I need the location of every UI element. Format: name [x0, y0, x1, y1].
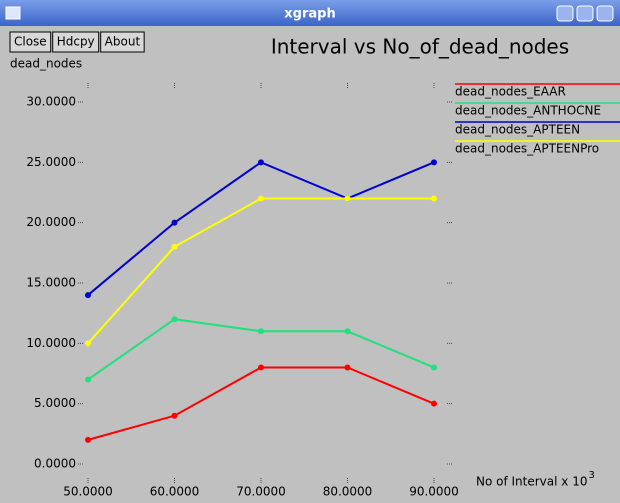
y-axis-label: dead_nodes: [10, 57, 82, 71]
data-point: [344, 364, 351, 371]
data-point: [258, 195, 264, 202]
close-window-button[interactable]: [596, 5, 614, 22]
y-tick-label: 25.0000: [26, 155, 76, 169]
data-point: [344, 195, 351, 202]
button-label[interactable]: Hdcpy: [57, 35, 95, 49]
data-point: [431, 159, 437, 166]
x-tick-label: 90.0000: [409, 485, 459, 499]
y-tick-label: 5.0000: [34, 396, 76, 410]
y-tick-label: 15.0000: [26, 276, 76, 290]
window-menu-icon[interactable]: [5, 6, 21, 20]
y-tick-label: 10.0000: [26, 336, 76, 350]
data-point: [431, 400, 437, 407]
x-tick-label: 80.0000: [323, 485, 373, 499]
title-bar: [0, 0, 620, 26]
y-tick-label: 20.0000: [26, 215, 76, 229]
x-tick-label: 70.0000: [236, 485, 286, 499]
x-tick-label: 50.0000: [63, 485, 113, 499]
legend-label: dead_nodes_ANTHOCNE: [455, 104, 601, 118]
chart-title: Interval vs No_of_dead_nodes: [271, 35, 569, 59]
data-point: [85, 376, 91, 383]
data-point: [171, 316, 178, 323]
legend-label: dead_nodes_EAAR: [455, 85, 566, 99]
data-point: [258, 159, 264, 166]
button[interactable]: [52, 31, 100, 53]
data-point: [85, 436, 91, 443]
y-tick-label: 0.0000: [34, 457, 76, 471]
x-axis-label-exponent: 3: [588, 470, 594, 481]
button-label[interactable]: Close: [14, 35, 47, 49]
x-tick-label: 60.0000: [150, 485, 200, 499]
button[interactable]: [100, 31, 145, 53]
window-title: xgraph: [284, 7, 335, 22]
data-point: [344, 328, 351, 335]
data-point: [258, 364, 264, 371]
x-axis-label: No of Interval x 10: [476, 475, 587, 489]
data-point: [431, 195, 437, 202]
data-point: [171, 219, 178, 226]
legend-label: dead_nodes_APTEEN: [455, 123, 580, 137]
maximize-button[interactable]: [576, 5, 594, 22]
data-point: [431, 364, 437, 371]
data-point: [85, 292, 91, 299]
button-label[interactable]: About: [105, 35, 141, 49]
data-point: [258, 328, 264, 335]
data-point: [171, 412, 178, 419]
data-point: [171, 243, 178, 250]
button[interactable]: [9, 31, 52, 53]
minimize-button[interactable]: [556, 5, 574, 22]
data-point: [85, 340, 91, 347]
y-tick-label: 30.0000: [26, 95, 76, 109]
legend-label: dead_nodes_APTEENPro: [455, 142, 599, 156]
